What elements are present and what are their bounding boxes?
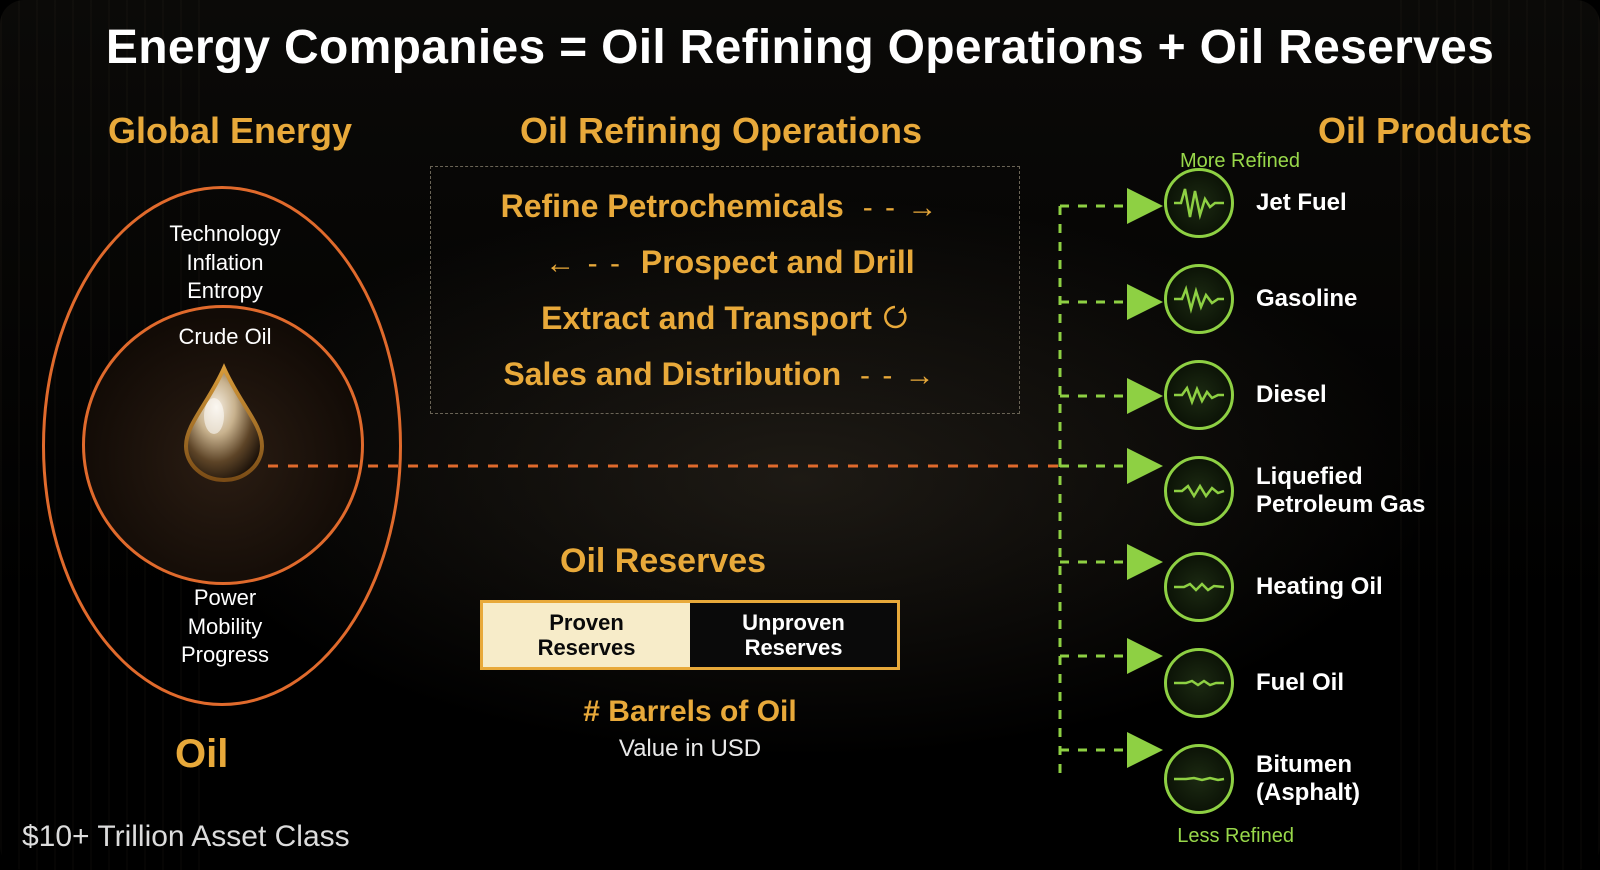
page-title: Energy Companies = Oil Refining Operatio… <box>0 20 1600 75</box>
ops-label-extract: Extract and Transport <box>541 300 872 336</box>
product-row: Diesel <box>1164 360 1544 430</box>
ops-label-refine: Refine Petrochemicals <box>501 188 844 224</box>
product-label: Diesel <box>1256 381 1327 409</box>
heading-products: Oil Products <box>1318 110 1532 152</box>
arrow-right-icon: - - → <box>850 359 947 392</box>
ops-row-refine: Refine Petrochemicals - - → <box>430 188 1020 225</box>
products-column: Jet Fuel Gasoline Diesel Liquefied Petro… <box>1164 168 1544 840</box>
value-usd-label: Value in USD <box>480 735 900 763</box>
product-label: Jet Fuel <box>1256 189 1347 217</box>
oil-drop-icon <box>180 362 268 482</box>
product-label: Liquefied Petroleum Gas <box>1256 463 1425 518</box>
product-row: Liquefied Petroleum Gas <box>1164 456 1544 526</box>
proven-reserves-cell: Proven Reserves <box>483 603 690 667</box>
factor-inflation: Inflation <box>120 249 330 278</box>
ops-row-prospect: ← - - Prospect and Drill <box>430 244 1020 281</box>
product-circle-icon <box>1164 168 1234 238</box>
product-label: Gasoline <box>1256 285 1357 313</box>
heading-global-energy: Global Energy <box>108 110 352 152</box>
ops-label-sales: Sales and Distribution <box>503 356 841 392</box>
ops-label-prospect: Prospect and Drill <box>641 244 915 280</box>
factor-technology: Technology <box>120 220 330 249</box>
factor-entropy: Entropy <box>120 277 330 306</box>
product-circle-icon <box>1164 552 1234 622</box>
heading-operations: Oil Refining Operations <box>520 110 922 152</box>
ops-row-extract: Extract and Transport <box>430 300 1020 339</box>
product-circle-icon <box>1164 360 1234 430</box>
product-circle-icon <box>1164 648 1234 718</box>
unproven-reserves-cell: Unproven Reserves <box>690 603 897 667</box>
product-label: Heating Oil <box>1256 573 1383 601</box>
product-row: Jet Fuel <box>1164 168 1544 238</box>
product-circle-icon <box>1164 744 1234 814</box>
product-row: Gasoline <box>1164 264 1544 334</box>
infographic-page: Energy Companies = Oil Refining Operatio… <box>0 0 1600 870</box>
arrow-right-icon: - - → <box>853 191 950 224</box>
factor-mobility: Mobility <box>120 613 330 642</box>
top-factors-list: Technology Inflation Entropy <box>120 220 330 306</box>
product-label: Bitumen (Asphalt) <box>1256 751 1360 806</box>
product-row: Heating Oil <box>1164 552 1544 622</box>
oil-big-label: Oil <box>175 732 228 777</box>
product-label: Fuel Oil <box>1256 669 1344 697</box>
product-row: Fuel Oil <box>1164 648 1544 718</box>
reserves-bar: Proven Reserves Unproven Reserves <box>480 600 900 670</box>
cycle-icon <box>881 302 909 339</box>
product-row: Bitumen (Asphalt) <box>1164 744 1544 814</box>
product-circle-icon <box>1164 456 1234 526</box>
crude-oil-label: Crude Oil <box>120 324 330 350</box>
ops-row-sales: Sales and Distribution - - → <box>430 356 1020 393</box>
factor-power: Power <box>120 584 330 613</box>
asset-class-footer: $10+ Trillion Asset Class <box>22 820 350 854</box>
heading-reserves: Oil Reserves <box>560 542 766 581</box>
bottom-factors-list: Power Mobility Progress <box>120 584 330 670</box>
arrow-left-icon: ← - - <box>535 247 632 280</box>
product-circle-icon <box>1164 264 1234 334</box>
barrels-label: # Barrels of Oil <box>480 695 900 729</box>
factor-progress: Progress <box>120 641 330 670</box>
